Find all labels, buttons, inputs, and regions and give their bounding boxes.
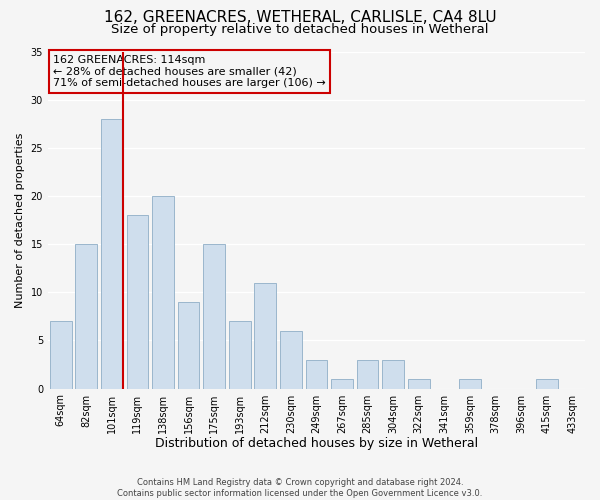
Bar: [203, 244, 225, 388]
Bar: [50, 321, 71, 388]
Text: 162, GREENACRES, WETHERAL, CARLISLE, CA4 8LU: 162, GREENACRES, WETHERAL, CARLISLE, CA4…: [104, 10, 496, 25]
Bar: [408, 379, 430, 388]
Bar: [357, 360, 379, 388]
Y-axis label: Number of detached properties: Number of detached properties: [15, 132, 25, 308]
Bar: [382, 360, 404, 388]
Text: Contains HM Land Registry data © Crown copyright and database right 2024.
Contai: Contains HM Land Registry data © Crown c…: [118, 478, 482, 498]
Bar: [127, 215, 148, 388]
Bar: [536, 379, 557, 388]
Bar: [305, 360, 328, 388]
Bar: [280, 331, 302, 388]
Bar: [229, 321, 251, 388]
Bar: [459, 379, 481, 388]
Text: Size of property relative to detached houses in Wetheral: Size of property relative to detached ho…: [111, 22, 489, 36]
Bar: [254, 282, 276, 389]
Bar: [178, 302, 199, 388]
Bar: [152, 196, 174, 388]
Bar: [331, 379, 353, 388]
Bar: [101, 119, 123, 388]
Text: 162 GREENACRES: 114sqm
← 28% of detached houses are smaller (42)
71% of semi-det: 162 GREENACRES: 114sqm ← 28% of detached…: [53, 55, 326, 88]
Bar: [76, 244, 97, 388]
X-axis label: Distribution of detached houses by size in Wetheral: Distribution of detached houses by size …: [155, 437, 478, 450]
